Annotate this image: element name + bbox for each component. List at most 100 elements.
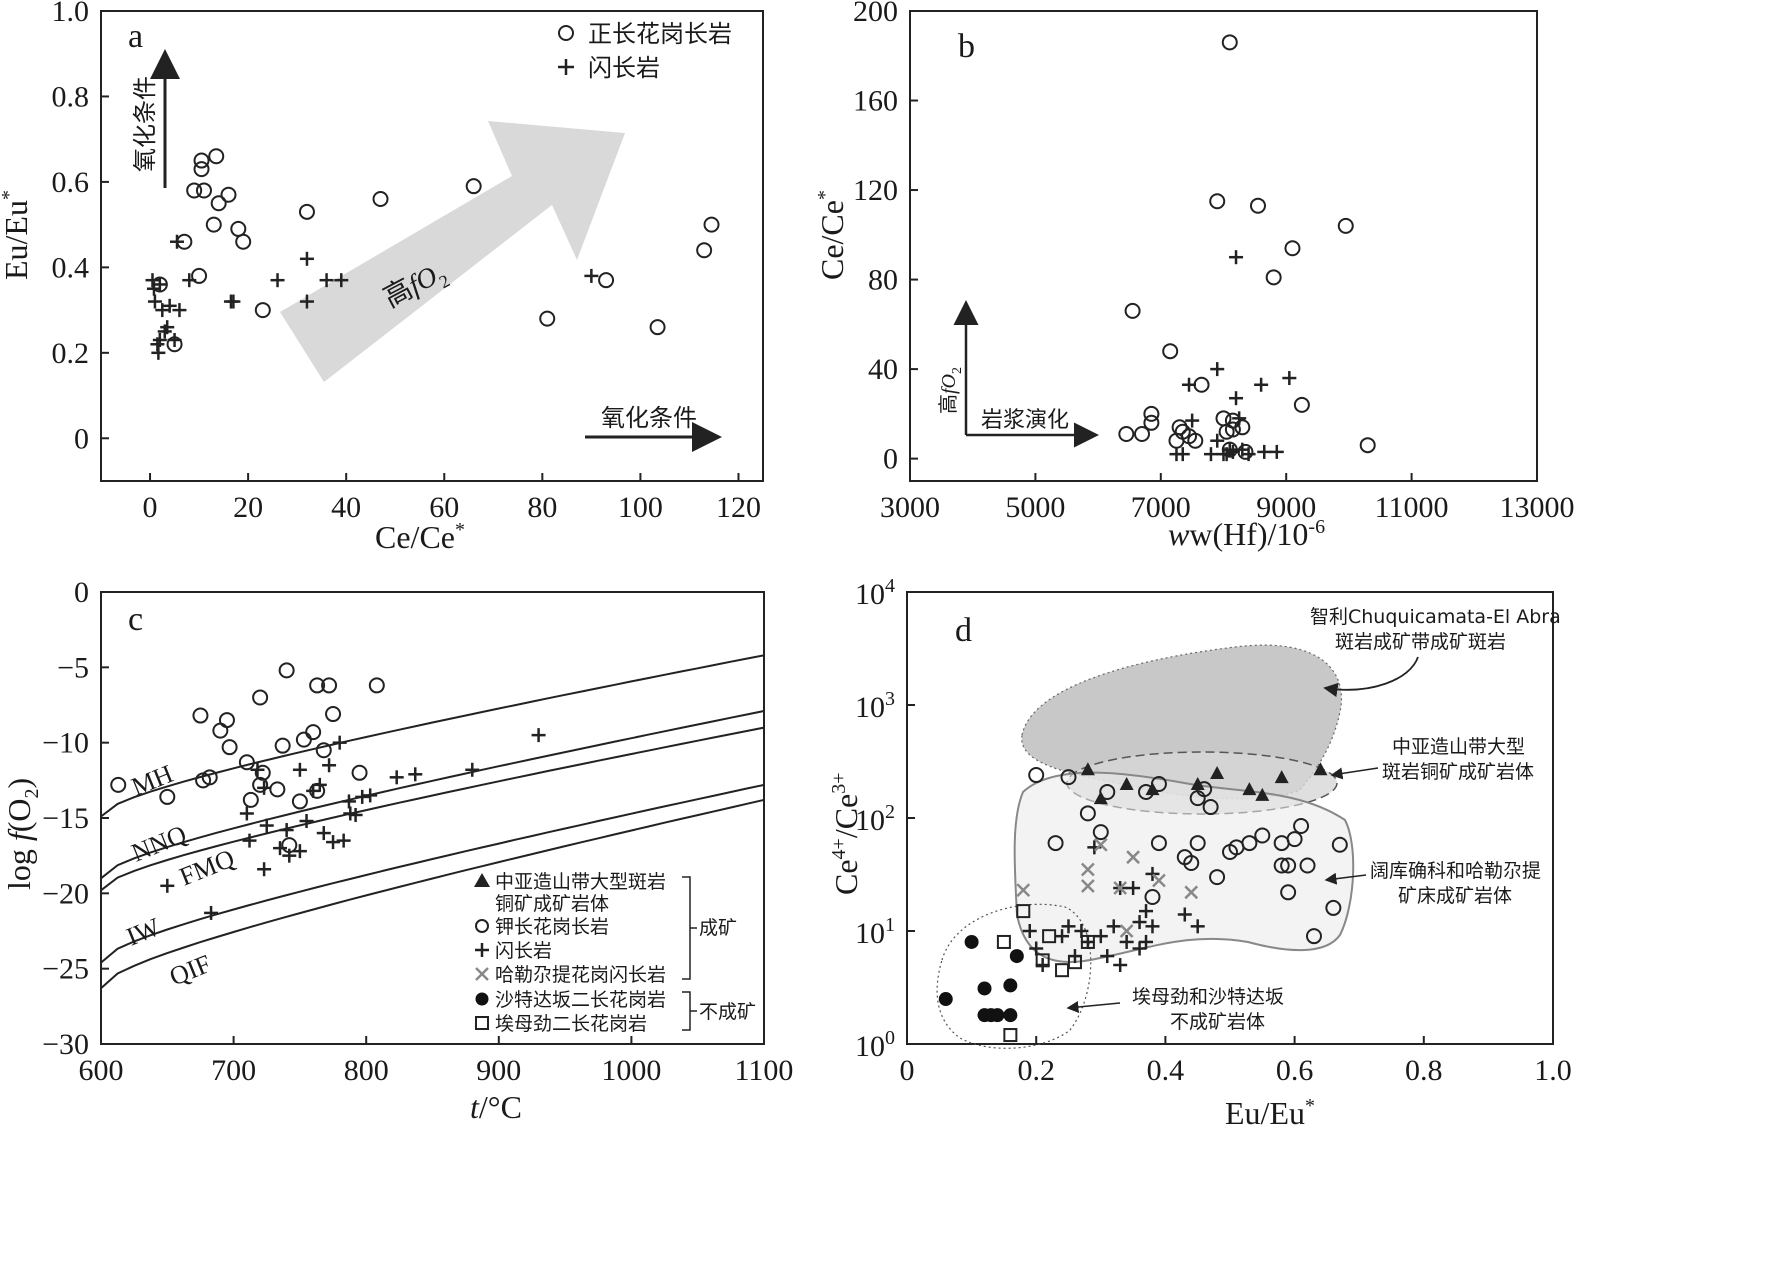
data-point-open-circle-shape — [1293, 396, 1310, 413]
panel-c-legend: 中亚造山带大型斑岩 铜矿成矿岩体 钾长花岗长岩 闪长岩 哈勒尕提花岗闪长岩 沙特… — [474, 871, 756, 1035]
data-point-plus — [1100, 949, 1115, 964]
x-tick-label: 7000 — [1131, 491, 1191, 524]
data-point-plus — [292, 844, 307, 859]
data-point-filled-triangle — [1274, 770, 1289, 784]
data-point-plus — [172, 303, 187, 318]
legend-c-entry-4: 哈勒尕提花岗闪长岩 — [495, 964, 666, 986]
data-point-open-square-shape — [996, 934, 1011, 949]
data-point-open-circle-shape — [1143, 405, 1160, 422]
data-point-plus — [1182, 377, 1197, 392]
x-tick-label: 5000 — [1005, 491, 1065, 524]
y-tick-label: 0.6 — [52, 166, 90, 199]
panel-a-y-axis-label: Eu/Eu* — [0, 190, 34, 280]
data-point-open-circle — [191, 267, 208, 284]
data-point-open-circle — [1265, 269, 1282, 286]
data-point-open-circle-shape — [254, 764, 271, 781]
data-point-plus — [322, 758, 337, 773]
high-fo2-vertical-arrow-label: 高fO2 — [936, 367, 965, 414]
legend-filled-circle-marker — [475, 992, 489, 1006]
panel-a-x-ticks: 0 20 40 60 80 100 120 — [143, 473, 761, 524]
data-point-open-circle — [368, 677, 385, 694]
data-point-plus — [341, 794, 356, 809]
data-point-open-circle-shape — [110, 776, 127, 793]
data-point-open-circle-shape — [191, 267, 208, 284]
data-point-open-circle-shape — [1138, 783, 1155, 800]
panel-b-y-axis-label: Ce/Ce* — [814, 190, 850, 280]
data-point-open-circle-shape — [1060, 769, 1077, 786]
data-point-open-circle — [1280, 884, 1297, 901]
data-point-open-circle-shape — [218, 712, 235, 729]
data-point-open-circle-shape — [210, 195, 227, 212]
data-point-open-square — [1042, 929, 1057, 944]
annot-chuquicamata-line2: 斑岩成矿带成矿斑岩 — [1335, 631, 1506, 653]
data-point-filled-triangle-shape — [1119, 776, 1134, 790]
x-tick-label: 80 — [527, 491, 557, 524]
data-point-open-circle — [254, 302, 271, 319]
data-point-open-circle — [309, 677, 326, 694]
data-point-x-b — [1016, 883, 1031, 898]
data-point-open-circle-shape — [1224, 412, 1241, 429]
data-point-open-circle — [1286, 831, 1303, 848]
data-point-open-circle-shape — [295, 731, 312, 748]
panel-b-x-axis-label: ww(Hf)/10-6 — [1168, 516, 1325, 552]
annot-central-asia-arrow — [1330, 767, 1379, 780]
data-point-open-circle — [201, 769, 218, 786]
data-point-open-circle-shape — [220, 186, 237, 203]
data-point-plus — [584, 268, 599, 283]
panel-b-x-ticks: 3000 5000 7000 9000 11000 13000 — [880, 473, 1575, 524]
data-point-filled-triangle-shape — [1274, 770, 1289, 784]
data-point-open-circle-shape — [305, 724, 322, 741]
data-point-open-circle-shape — [1150, 775, 1167, 792]
data-point-filled-circle-shape — [1003, 1008, 1018, 1023]
data-point-plus — [1119, 934, 1134, 949]
y-tick-label: 0.8 — [52, 80, 90, 113]
data-point-open-circle-shape — [696, 242, 713, 259]
data-point-plus — [152, 333, 167, 347]
panel-b: 3000 5000 7000 9000 11000 13000 0 40 80 120 160 20… — [814, 0, 1575, 552]
data-point-filled-triangle-shape — [1080, 762, 1095, 776]
data-point-open-circle — [278, 662, 295, 679]
data-point-open-circle — [1293, 396, 1310, 413]
x-tick-label: 100 — [618, 491, 663, 524]
data-point-plus — [204, 905, 219, 920]
data-point-open-circle-shape — [208, 148, 225, 165]
x-tick-label: 0.2 — [1017, 1054, 1055, 1087]
data-point-filled-triangle — [1210, 766, 1225, 780]
y-tick-label: 160 — [853, 85, 898, 118]
panel-b-y-ticks: 0 40 80 120 160 200 — [853, 0, 918, 476]
data-point-open-circle — [1359, 437, 1376, 454]
data-point-open-circle-shape — [1280, 857, 1297, 874]
data-point-open-circle-shape — [598, 272, 615, 289]
data-point-open-circle-shape — [1193, 376, 1210, 393]
legend-a-syenogranite-label: 正长花岗长岩 — [588, 20, 732, 48]
panel-c-points — [110, 662, 546, 920]
data-point-open-circle — [220, 186, 237, 203]
data-point-plus — [1139, 934, 1154, 949]
annot-kuokuqueke-arrow — [1324, 872, 1367, 885]
data-point-open-circle — [703, 216, 720, 233]
data-point-open-circle — [193, 152, 210, 169]
data-point-plus — [348, 807, 363, 822]
data-point-open-circle — [1224, 412, 1241, 429]
y-tick-label: 100 — [855, 1027, 895, 1063]
legend-open-circle-marker — [475, 919, 489, 933]
panel-d-points — [938, 762, 1348, 1043]
x-tick-label: 11000 — [1375, 491, 1449, 524]
buffer-label-nnq: NNQ — [127, 819, 190, 867]
data-point-open-circle-shape — [254, 302, 271, 319]
data-point-open-circle — [193, 161, 210, 178]
data-point-open-circle — [1183, 854, 1200, 871]
data-point-open-circle — [242, 791, 259, 808]
data-point-x — [1080, 862, 1095, 877]
data-point-plus — [151, 345, 166, 360]
data-point-open-circle — [218, 712, 235, 729]
panel-d-x-axis-label: Eu/Eu* — [1225, 1095, 1315, 1131]
data-point-plus — [332, 735, 347, 750]
data-point-open-circle — [1124, 302, 1141, 319]
panel-a-y-ticks: 0 0.2 0.4 0.6 0.8 1.0 — [52, 0, 109, 455]
data-point-open-circle — [1143, 414, 1160, 431]
data-point-plus — [226, 294, 241, 309]
legend-open-circle-marker — [558, 25, 574, 41]
data-point-open-circle — [1325, 899, 1342, 916]
data-point-open-circle — [539, 310, 556, 327]
